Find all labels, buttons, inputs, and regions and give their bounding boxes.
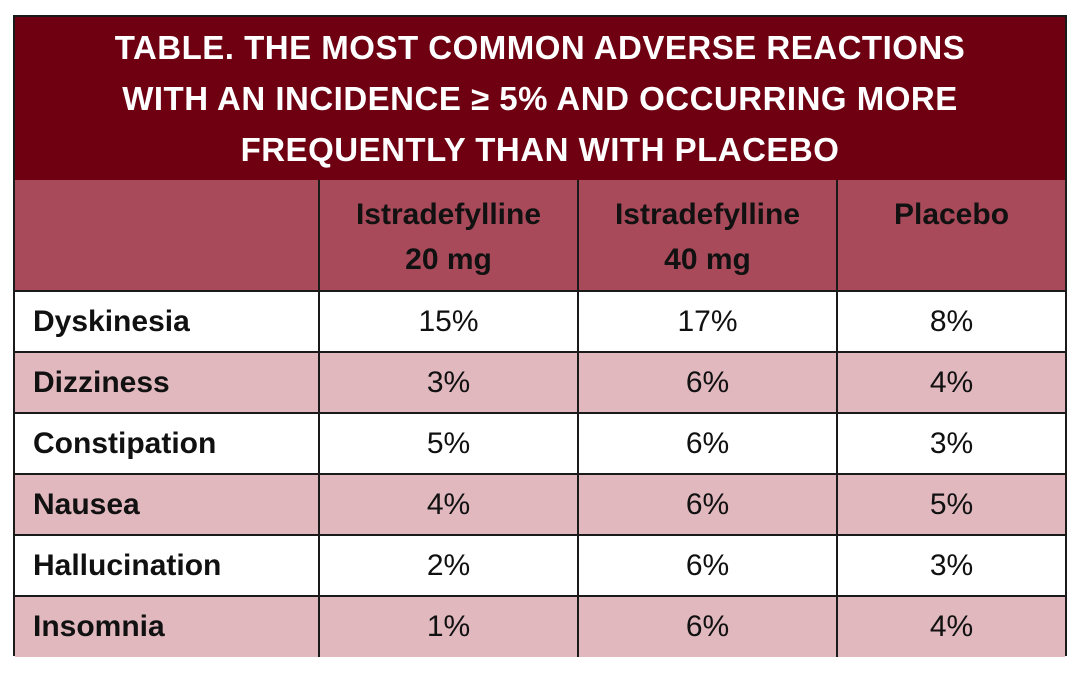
cell-value: 8% bbox=[836, 290, 1065, 353]
cell-value: 3% bbox=[836, 412, 1065, 475]
row-label: Dyskinesia bbox=[15, 290, 320, 353]
cell-value: 2% bbox=[318, 534, 579, 597]
row-label: Nausea bbox=[15, 473, 320, 536]
cell-value: 6% bbox=[577, 412, 838, 475]
cell-value: 17% bbox=[577, 290, 838, 353]
header-cell-istradefylline-20mg: Istradefylline 20 mg bbox=[318, 180, 579, 292]
cell-value: 4% bbox=[836, 351, 1065, 414]
table-row: Insomnia 1% 6% 4% bbox=[15, 595, 1065, 657]
table-title: TABLE. THE MOST COMMON ADVERSE REACTIONS… bbox=[114, 29, 966, 168]
header-cell-placebo: Placebo bbox=[836, 180, 1065, 292]
cell-value: 5% bbox=[318, 412, 579, 475]
cell-value: 6% bbox=[577, 473, 838, 536]
table-row: Dyskinesia 15% 17% 8% bbox=[15, 290, 1065, 353]
row-label: Constipation bbox=[15, 412, 320, 475]
cell-value: 6% bbox=[577, 595, 838, 657]
table-row: Nausea 4% 6% 5% bbox=[15, 473, 1065, 536]
cell-value: 3% bbox=[836, 534, 1065, 597]
adverse-reactions-table: Istradefylline 20 mg Istradefylline 40 m… bbox=[15, 180, 1065, 657]
table-row: Hallucination 2% 6% 3% bbox=[15, 534, 1065, 597]
table-title-bar: TABLE. THE MOST COMMON ADVERSE REACTIONS… bbox=[15, 17, 1065, 180]
cell-value: 6% bbox=[577, 534, 838, 597]
cell-value: 4% bbox=[318, 473, 579, 536]
row-label: Dizziness bbox=[15, 351, 320, 414]
header-cell-empty bbox=[15, 180, 320, 292]
cell-value: 4% bbox=[836, 595, 1065, 657]
row-label: Hallucination bbox=[15, 534, 320, 597]
table-row: Constipation 5% 6% 3% bbox=[15, 412, 1065, 475]
row-label: Insomnia bbox=[15, 595, 320, 657]
table-row: Dizziness 3% 6% 4% bbox=[15, 351, 1065, 414]
header-cell-istradefylline-40mg: Istradefylline 40 mg bbox=[577, 180, 838, 292]
cell-value: 3% bbox=[318, 351, 579, 414]
adverse-reactions-table-frame: TABLE. THE MOST COMMON ADVERSE REACTIONS… bbox=[13, 15, 1067, 657]
cell-value: 15% bbox=[318, 290, 579, 353]
table-header-row: Istradefylline 20 mg Istradefylline 40 m… bbox=[15, 180, 1065, 292]
cell-value: 6% bbox=[577, 351, 838, 414]
cell-value: 5% bbox=[836, 473, 1065, 536]
cell-value: 1% bbox=[318, 595, 579, 657]
